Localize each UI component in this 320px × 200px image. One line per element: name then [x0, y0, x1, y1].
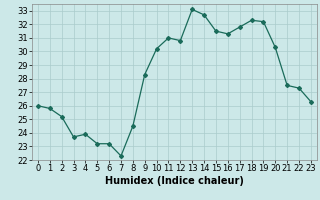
X-axis label: Humidex (Indice chaleur): Humidex (Indice chaleur): [105, 176, 244, 186]
